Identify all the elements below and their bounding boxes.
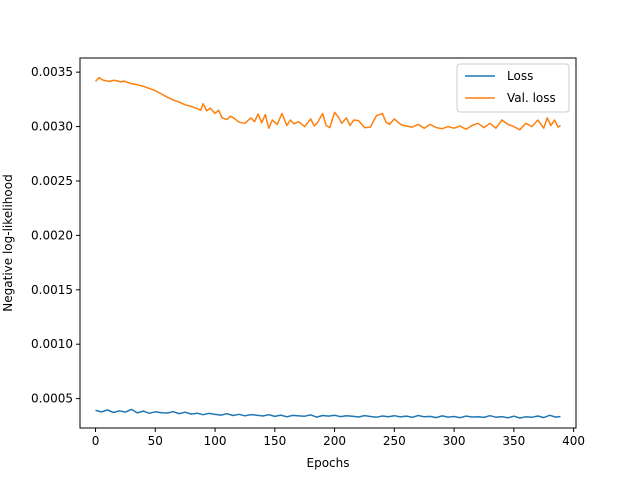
legend-label-val-loss: Val. loss — [507, 91, 556, 105]
y-axis-label: Negative log-likelihood — [1, 174, 15, 311]
series-line-val-loss — [94, 76, 561, 131]
y-tick-label: 0.0035 — [31, 65, 73, 79]
x-tick-label: 400 — [562, 434, 585, 448]
x-axis-label: Epochs — [307, 456, 350, 470]
legend: Loss Val. loss — [456, 63, 570, 113]
series-line-loss — [95, 408, 561, 419]
x-tick-label: 350 — [502, 434, 525, 448]
x-tick-label: 50 — [148, 434, 163, 448]
y-tick-label: 0.0015 — [31, 283, 73, 297]
y-tick-label: 0.0025 — [31, 174, 73, 188]
x-tick-label: 250 — [383, 434, 406, 448]
y-tick-label: 0.0010 — [31, 337, 73, 351]
x-tick-label: 100 — [204, 434, 227, 448]
plot-frame — [79, 57, 577, 429]
x-tick-label: 200 — [323, 434, 346, 448]
y-tick-label: 0.0020 — [31, 228, 73, 242]
plot-lines — [94, 76, 561, 419]
legend-label-loss: Loss — [507, 69, 533, 83]
x-tick-label: 0 — [92, 434, 100, 448]
x-axis: 0 50 100 150 200 250 300 350 400 — [92, 428, 585, 448]
y-axis: 0.0005 0.0010 0.0015 0.0020 0.0025 0.0030 0.00… — [31, 65, 80, 406]
x-tick-label: 300 — [443, 434, 466, 448]
x-tick-label: 150 — [263, 434, 286, 448]
y-tick-label: 0.0005 — [31, 392, 73, 406]
y-tick-label: 0.0030 — [31, 120, 73, 134]
